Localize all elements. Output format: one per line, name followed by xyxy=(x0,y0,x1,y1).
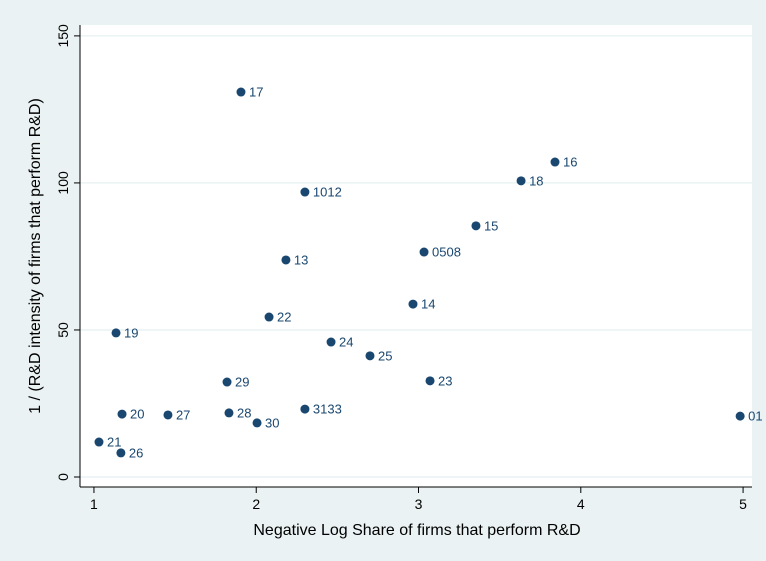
point xyxy=(550,157,560,167)
point-label: 30 xyxy=(265,415,279,430)
point-label: 15 xyxy=(484,218,498,233)
point xyxy=(408,299,418,309)
point xyxy=(117,409,127,419)
x-tick-label: 2 xyxy=(252,496,260,512)
point xyxy=(222,377,232,387)
point-label: 17 xyxy=(249,84,263,99)
point xyxy=(365,351,375,361)
point-label: 13 xyxy=(294,252,308,267)
x-axis-title: Negative Log Share of firms that perform… xyxy=(253,522,580,539)
point xyxy=(111,328,121,338)
y-tick-label: 50 xyxy=(55,322,71,338)
y-axis-title: 1 / (R&D intensity of firms that perform… xyxy=(27,98,44,414)
point-label: 01 xyxy=(748,409,762,424)
point-label: 21 xyxy=(107,434,121,449)
point-label: 18 xyxy=(529,173,543,188)
point xyxy=(419,247,429,257)
point-label: 14 xyxy=(421,297,435,312)
point xyxy=(281,255,291,265)
point-label: 27 xyxy=(176,407,190,422)
y-tick-label: 150 xyxy=(55,24,71,48)
x-tick-label: 3 xyxy=(415,496,423,512)
point-label: 1012 xyxy=(313,184,342,199)
point xyxy=(116,448,126,458)
point-label: 24 xyxy=(339,334,353,349)
point xyxy=(252,418,262,428)
point-label: 20 xyxy=(130,407,144,422)
point xyxy=(300,404,310,414)
point xyxy=(326,337,336,347)
x-tick-label: 5 xyxy=(739,496,747,512)
point-label: 25 xyxy=(378,348,392,363)
point xyxy=(300,187,310,197)
x-tick-label: 4 xyxy=(577,496,585,512)
y-tick-label: 0 xyxy=(55,473,71,481)
point-label: 26 xyxy=(129,445,143,460)
point xyxy=(516,176,526,186)
x-tick-label: 1 xyxy=(90,496,98,512)
point xyxy=(224,408,234,418)
y-tick-label: 100 xyxy=(55,171,71,195)
point xyxy=(425,376,435,386)
point xyxy=(735,411,745,421)
plot-area xyxy=(80,25,752,487)
point-label: 28 xyxy=(237,405,251,420)
point-label: 23 xyxy=(438,373,452,388)
point-label: 3133 xyxy=(313,402,342,417)
point xyxy=(236,87,246,97)
point-label: 19 xyxy=(124,325,138,340)
point-label: 16 xyxy=(563,154,577,169)
point xyxy=(471,221,481,231)
point xyxy=(264,312,274,322)
point-label: 22 xyxy=(277,309,291,324)
point xyxy=(94,437,104,447)
point-label: 0508 xyxy=(432,244,461,259)
point xyxy=(163,410,173,420)
point-label: 29 xyxy=(235,374,249,389)
